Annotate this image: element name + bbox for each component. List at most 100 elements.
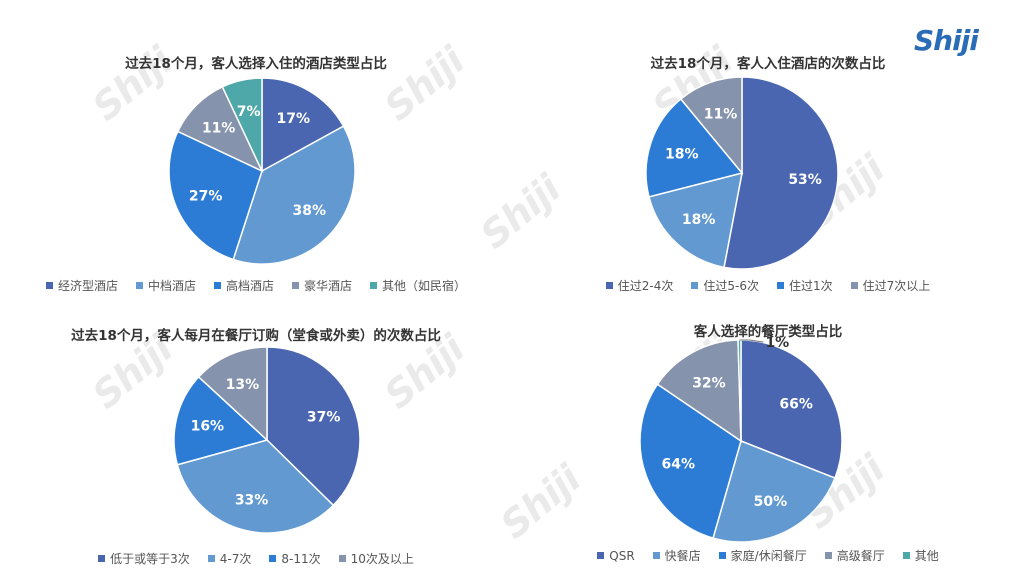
pie-chart: 37% 33% 16% 13% (173, 346, 361, 534)
pie-slice (712, 439, 836, 543)
leader-line (739, 339, 764, 343)
pie-slice (176, 439, 335, 534)
chart-legend: 经济型酒店 中档酒店 高档酒店 豪华酒店 其他（如民宿） (0, 277, 512, 294)
data-label: 66% (779, 397, 813, 413)
pie-slice (656, 339, 742, 443)
legend-swatch (207, 555, 215, 562)
legend-label: 高级餐厅 (836, 549, 885, 563)
shiji-logo: Shiji (914, 24, 979, 57)
pie-slice (197, 346, 268, 442)
legend-swatch (338, 555, 346, 562)
legend-label: 住过2-4次 (617, 279, 674, 293)
legend-item: 4-7次 (207, 550, 252, 567)
legend-label: 快餐店 (664, 549, 701, 563)
legend-item: 住过2-4次 (605, 277, 674, 294)
legend-swatch (718, 552, 726, 559)
restaurant-type-chart: 客人选择的餐厅类型占比 66% 50% 64% 32% 1% QSR 快餐店 家庭/休闲餐厅… (512, 288, 1024, 576)
pie-slice (645, 97, 744, 198)
legend-label: QSR (609, 548, 635, 563)
data-label: 18% (682, 212, 716, 228)
pie-chart: 66% 50% 64% 32% 1% (639, 335, 843, 543)
pie-slice (261, 77, 345, 173)
legend-label: 8-11次 (281, 552, 321, 566)
legend-item: 住过1次 (776, 277, 833, 294)
data-label: 27% (189, 188, 223, 204)
pie-chart: 17% 38% 27% 11%7% (168, 77, 356, 265)
data-label: 38% (293, 203, 327, 219)
data-label: 53% (788, 172, 822, 188)
pie-slice (648, 171, 743, 269)
legend-swatch (691, 282, 699, 289)
pie-slice (723, 76, 839, 270)
chart-title: 过去18个月，客人入住酒店的次数占比 (650, 56, 886, 72)
data-label: 11% (704, 106, 738, 122)
legend-item: 其他 (902, 547, 939, 564)
hotel-type-chart: 过去18个月，客人选择入住的酒店类型占比 17% 38% 27% 11% 7% 经济型酒… (0, 0, 512, 293)
legend-swatch (850, 282, 858, 289)
data-label: 32% (692, 376, 726, 392)
pie-slice (221, 77, 263, 172)
legend-swatch (824, 552, 832, 559)
legend-swatch (98, 555, 106, 562)
pie-slice (173, 375, 269, 466)
legend-label: 中档酒店 (147, 279, 196, 293)
pie-slice (232, 125, 356, 265)
hotel-stay-count-chart: 过去18个月，客人入住酒店的次数占比 53% 18% 18% 11% 住过2-4次 住过… (512, 0, 1024, 293)
legend-label: 其他 (914, 549, 939, 563)
data-label: 18% (665, 146, 699, 162)
data-label: 13% (226, 377, 260, 393)
legend-label: 经济型酒店 (57, 279, 118, 293)
legend-label: 豪华酒店 (304, 279, 353, 293)
legend-swatch (605, 282, 613, 289)
data-label: 37% (307, 409, 341, 425)
legend-swatch (902, 552, 910, 559)
chart-legend: 住过2-4次 住过5-6次 住过1次 住过7次以上 (512, 277, 1024, 294)
chart-legend: QSR 快餐店 家庭/休闲餐厅 高级餐厅 其他 (512, 547, 1024, 564)
legend-label: 4-7次 (219, 552, 252, 566)
legend-item: 豪华酒店 (292, 277, 352, 294)
legend-swatch (213, 282, 221, 289)
legend-swatch (292, 282, 299, 289)
legend-item: 8-11次 (269, 550, 321, 567)
legend-label: 低于或等于3次 (110, 552, 190, 566)
legend-item: 住过7次以上 (850, 277, 931, 294)
pie-slice (168, 130, 263, 261)
data-label: 1% (765, 335, 789, 351)
legend-label: 家庭/休闲餐厅 (730, 549, 807, 563)
legend-item: 高档酒店 (213, 277, 274, 294)
legend-swatch (45, 282, 53, 289)
legend-item: 高级餐厅 (824, 547, 885, 564)
legend-item: 住过5-6次 (691, 277, 759, 294)
data-label: 11% (202, 121, 236, 137)
legend-swatch (269, 555, 277, 562)
legend-label: 住过1次 (788, 279, 833, 293)
legend-swatch (652, 552, 660, 559)
data-label: 7% (237, 104, 261, 120)
legend-label: 其他（如民宿） (382, 279, 467, 293)
pie-slice (266, 346, 361, 507)
legend-item: QSR (597, 547, 635, 564)
chart-title: 过去18个月，客人选择入住的酒店类型占比 (125, 56, 387, 72)
legend-swatch (776, 282, 784, 289)
data-label: 33% (235, 492, 269, 508)
legend-item: 经济型酒店 (45, 277, 118, 294)
legend-item: 10次及以上 (338, 550, 414, 567)
pie-chart: 53% 18% 18% 11% (645, 76, 839, 270)
pie-slice (740, 339, 843, 480)
legend-label: 住过7次以上 (862, 279, 931, 293)
legend-item: 家庭/休闲餐厅 (718, 547, 807, 564)
pie-slice (639, 383, 742, 539)
legend-label: 10次及以上 (350, 552, 414, 566)
legend-swatch (597, 552, 605, 559)
data-label: 16% (191, 419, 225, 435)
legend-swatch (135, 282, 143, 289)
data-label: 17% (276, 111, 310, 127)
chart-title: 客人选择的餐厅类型占比 (693, 324, 843, 340)
legend-item: 快餐店 (652, 547, 701, 564)
pie-slice (679, 76, 743, 176)
data-label: 50% (754, 494, 788, 510)
legend-label: 住过5-6次 (703, 279, 759, 293)
legend-label: 高档酒店 (225, 279, 274, 293)
chart-legend: 低于或等于3次 4-7次 8-11次 10次及以上 (0, 550, 512, 567)
data-label: 64% (662, 457, 696, 473)
